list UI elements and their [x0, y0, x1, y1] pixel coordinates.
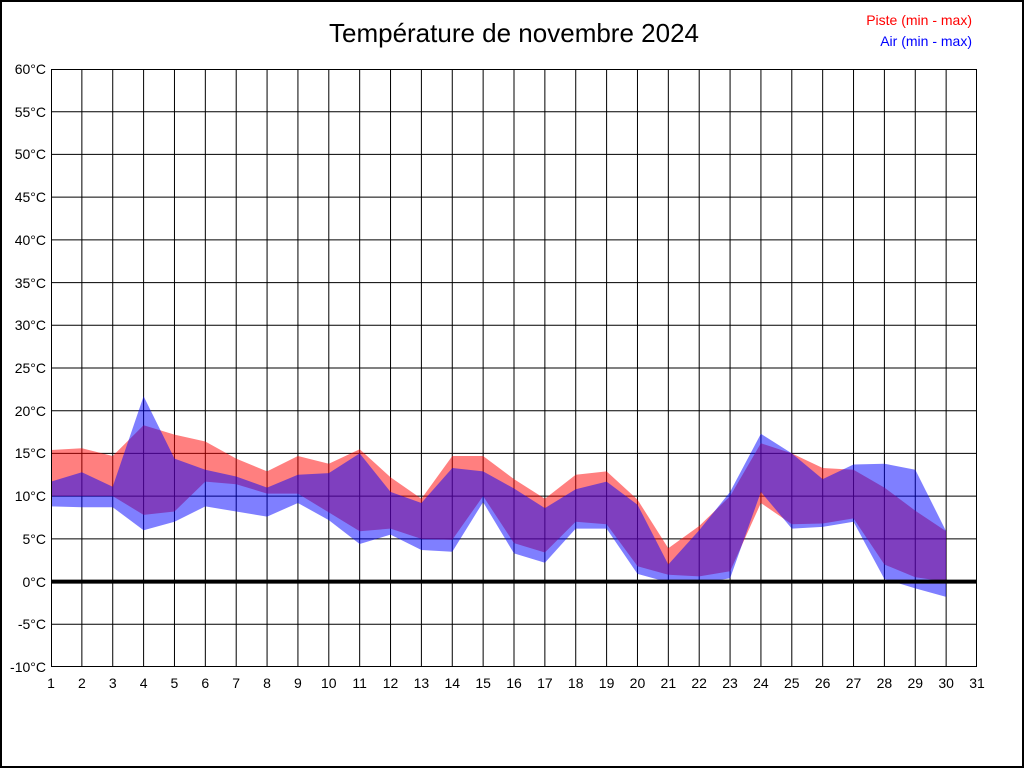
x-tick-label: 4: [139, 675, 148, 691]
temperature-band-chart: [51, 69, 977, 667]
x-tick-label: 11: [352, 675, 367, 691]
y-tick-label: 30°C: [14, 317, 46, 334]
x-tick-label: 14: [444, 675, 461, 691]
legend: Piste (min - max) Air (min - max): [866, 10, 972, 52]
x-tick-label: 21: [660, 675, 677, 691]
x-tick-label: 7: [232, 675, 241, 691]
x-tick-label: 17: [537, 675, 553, 691]
x-tick-label: 16: [506, 675, 522, 691]
x-tick-label: 12: [382, 675, 399, 691]
x-tick-label: 19: [598, 675, 615, 691]
x-tick-label: 18: [567, 675, 584, 691]
y-tick-label: 15°C: [14, 445, 46, 462]
y-tick-label: 25°C: [14, 360, 46, 376]
y-tick-label: 45°C: [14, 189, 46, 206]
legend-item-air: Air (min - max): [880, 33, 972, 49]
x-tick-label: 15: [475, 675, 491, 691]
y-tick-label: 35°C: [14, 274, 46, 291]
x-tick-label: 27: [845, 675, 862, 691]
y-tick-label: 20°C: [14, 402, 46, 419]
y-tick-label: 10°C: [14, 488, 46, 505]
y-tick-label: 50°C: [14, 146, 46, 163]
x-tick-label: 20: [629, 675, 646, 691]
y-tick-label: 0°C: [22, 573, 47, 590]
x-tick-label: 2: [77, 675, 86, 691]
x-tick-label: 3: [108, 675, 117, 691]
x-tick-label: 28: [876, 675, 893, 691]
x-tick-label: 30: [938, 675, 954, 691]
x-tick-label: 1: [47, 675, 55, 691]
x-tick-label: 26: [814, 675, 831, 691]
x-tick-label: 22: [691, 675, 707, 691]
x-tick-label: 13: [413, 675, 430, 691]
y-tick-label: 55°C: [14, 103, 46, 120]
x-tick-label: 24: [753, 675, 769, 691]
x-tick-label: 31: [969, 675, 985, 691]
x-tick-label: 6: [201, 675, 210, 691]
legend-item-piste: Piste (min - max): [866, 12, 972, 28]
x-tick-label: 29: [907, 675, 924, 691]
x-tick-label: 10: [321, 675, 337, 691]
chart-title: Température de novembre 2024: [328, 18, 699, 48]
x-tick-label: 9: [294, 675, 302, 691]
air-minmax-band: [51, 396, 947, 597]
y-tick-label: -5°C: [17, 616, 46, 633]
x-tick-label: 25: [784, 675, 800, 691]
x-tick-label: 23: [722, 675, 738, 691]
x-tick-label: 8: [263, 675, 271, 691]
x-tick-label: 5: [170, 675, 179, 691]
y-tick-label: -10°C: [10, 659, 46, 675]
y-tick-label: 60°C: [14, 61, 46, 77]
y-tick-label: 40°C: [14, 231, 46, 248]
y-tick-label: 5°C: [22, 530, 47, 547]
